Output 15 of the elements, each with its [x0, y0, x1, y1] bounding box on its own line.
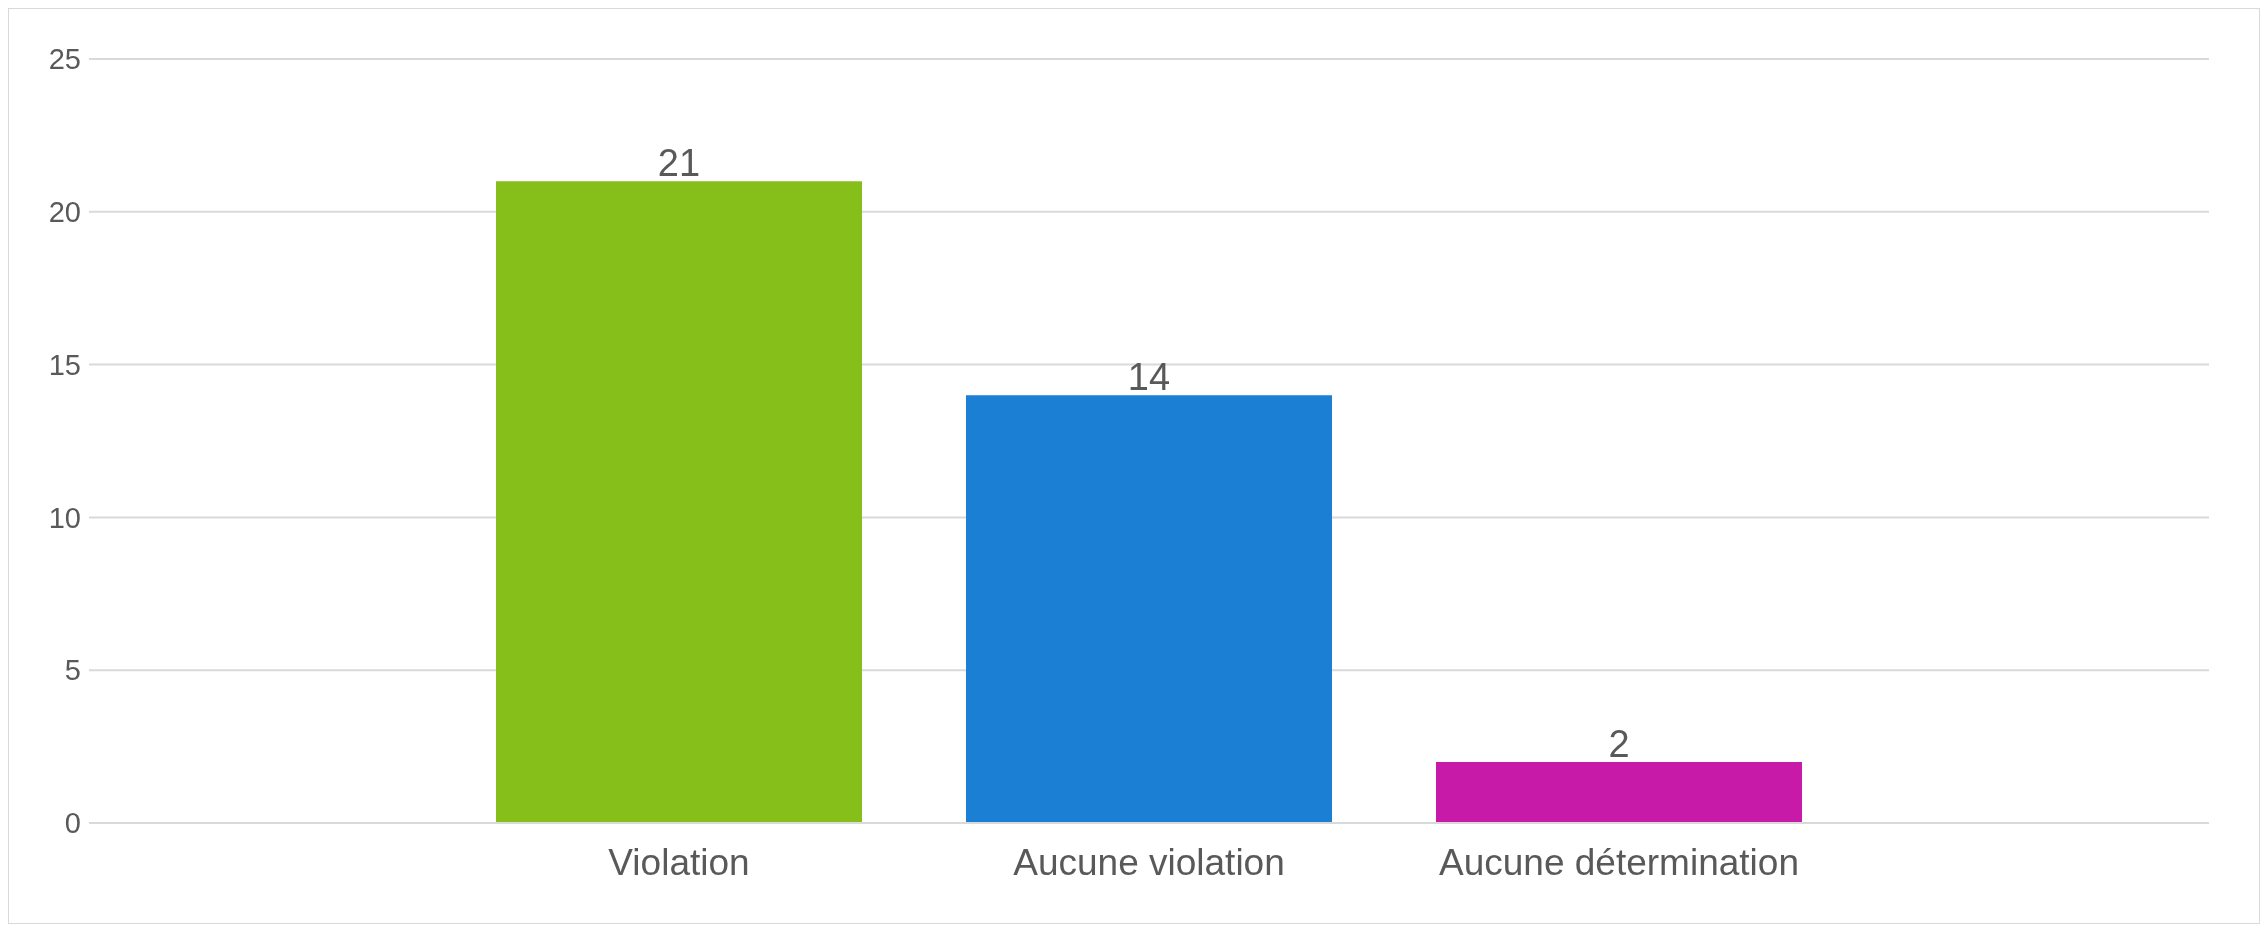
data-label: 14: [1127, 356, 1171, 399]
y-tick-label: 5: [64, 654, 81, 687]
y-tick-label: 0: [64, 807, 81, 840]
data-label: 21: [657, 142, 701, 185]
bar: [966, 395, 1332, 823]
bar: [496, 181, 862, 823]
data-label: 2: [1608, 722, 1630, 765]
y-tick-label: 15: [48, 348, 81, 381]
y-tick-label: 25: [48, 43, 81, 76]
bar: [1436, 761, 1802, 823]
x-tick-label: Violation: [608, 842, 750, 884]
x-tick-label: Aucune détermination: [1439, 842, 1799, 884]
y-tick-label: 20: [48, 196, 81, 229]
x-tick-label: Aucune violation: [1013, 842, 1285, 884]
y-tick-label: 10: [48, 501, 81, 534]
